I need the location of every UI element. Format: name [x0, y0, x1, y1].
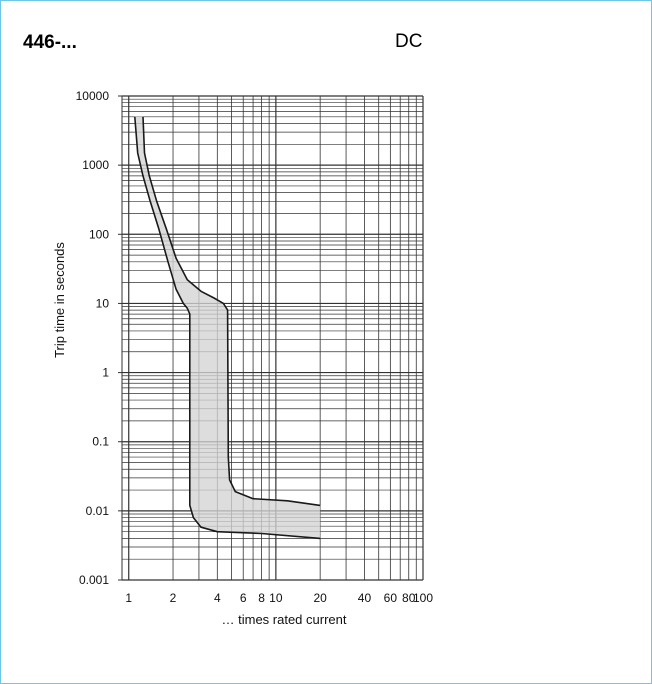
x-tick-label: 4	[214, 591, 221, 605]
x-tick-label: 40	[358, 591, 372, 605]
x-tick-label: 20	[313, 591, 327, 605]
y-tick-label: 0.001	[79, 573, 109, 587]
y-tick-label: 100	[89, 227, 109, 241]
lower-trip-curve	[134, 116, 321, 540]
x-axis-label: … times rated current	[222, 612, 347, 627]
model-label: 446-...	[23, 32, 77, 53]
x-tick-label: 60	[384, 591, 398, 605]
y-tick-label: 0.1	[92, 435, 109, 449]
x-tick-label: 2	[170, 591, 177, 605]
y-tick-label: 0.01	[86, 504, 110, 518]
y-tick-label: 1	[102, 366, 109, 380]
current-type-label: DC	[395, 31, 423, 52]
y-tick-labels: 0.001 0.01 0.1 1 10 100 1000 10000	[76, 89, 110, 587]
x-tick-label: 10	[269, 591, 283, 605]
y-tick-label: 1000	[82, 158, 109, 172]
x-tick-label: 100	[413, 591, 433, 605]
y-axis-label: Trip time in seconds	[52, 242, 67, 358]
trip-band	[134, 116, 321, 540]
x-tick-label: 6	[240, 591, 247, 605]
x-tick-label: 80	[402, 591, 416, 605]
x-tick-label: 8	[258, 591, 265, 605]
x-tick-label: 1	[125, 591, 132, 605]
y-tick-label: 10	[96, 296, 110, 310]
upper-trip-curve	[142, 116, 321, 507]
y-tick-label: 10000	[76, 89, 110, 103]
